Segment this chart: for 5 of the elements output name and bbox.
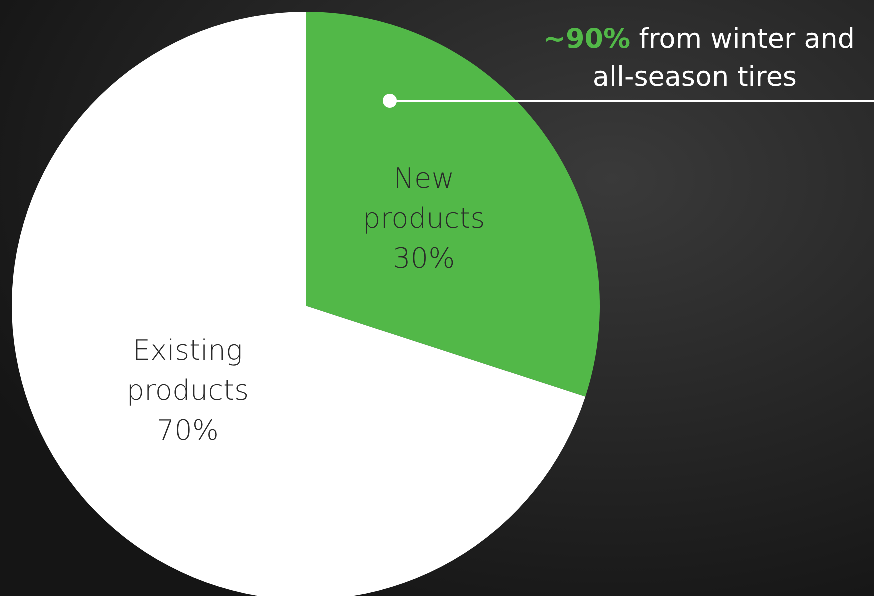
data-label: 30%	[393, 242, 456, 275]
data-label: 70%	[156, 413, 219, 446]
text: ~90% from winter and all-season tires	[543, 24, 855, 93]
slice-label: Existing products	[126, 333, 250, 406]
slice-label: New products	[362, 162, 486, 235]
